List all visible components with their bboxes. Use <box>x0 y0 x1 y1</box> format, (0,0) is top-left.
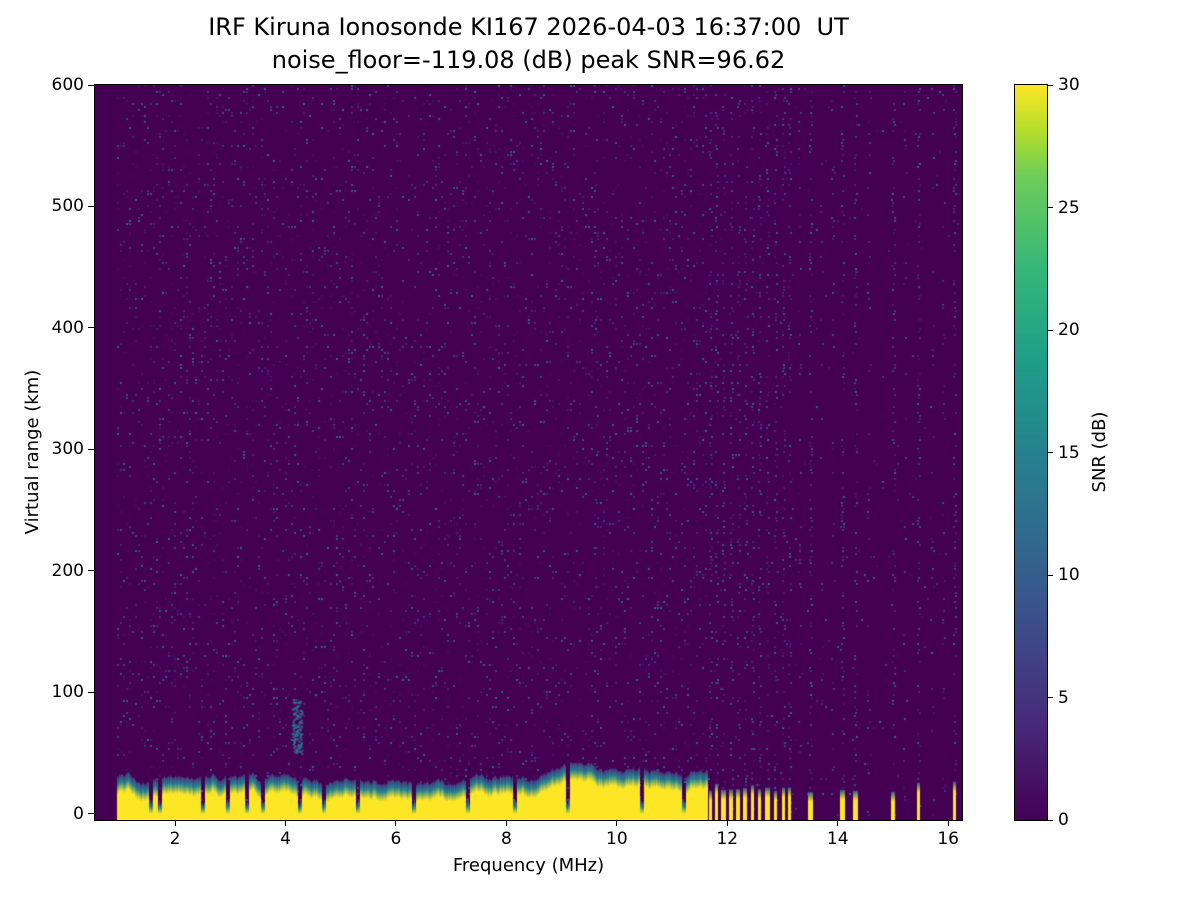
colorbar-tick-mark <box>1048 207 1053 208</box>
y-tick-label: 400 <box>51 317 84 338</box>
x-tick-label: 14 <box>826 829 849 849</box>
x-tick-mark <box>947 821 949 826</box>
colorbar-tick-label: 5 <box>1058 687 1069 708</box>
x-tick-label: 16 <box>937 829 959 849</box>
colorbar-tick-mark <box>1048 329 1053 331</box>
heatmap-plot-area <box>94 84 963 821</box>
colorbar-tick-label: 25 <box>1058 197 1080 218</box>
y-tick-mark <box>88 570 94 572</box>
y-tick-label: 300 <box>51 439 84 460</box>
x-tick-label: 12 <box>716 829 739 849</box>
y-tick-label: 0 <box>73 803 84 824</box>
colorbar-tick-mark <box>1048 697 1053 698</box>
colorbar-tick-mark <box>1048 84 1053 86</box>
y-tick-label: 500 <box>51 196 84 217</box>
y-tick-mark <box>88 691 94 693</box>
y-tick-mark <box>88 327 94 329</box>
x-tick-label: 4 <box>280 829 291 849</box>
x-tick-mark <box>505 821 507 826</box>
x-tick-mark <box>395 821 397 826</box>
y-tick-label: 200 <box>51 560 84 581</box>
x-tick-mark <box>837 821 839 826</box>
y-tick-mark <box>88 448 94 450</box>
chart-subtitle: noise_floor=-119.08 (dB) peak SNR=96.62 <box>271 46 786 74</box>
colorbar-tick-label: 15 <box>1058 442 1080 463</box>
ionogram-heatmap-canvas <box>95 85 962 820</box>
colorbar-gradient <box>1015 85 1047 820</box>
x-tick-label: 8 <box>500 829 512 849</box>
chart-title: IRF Kiruna Ionosonde KI167 2026-04-03 16… <box>208 13 849 41</box>
colorbar-tick-label: 30 <box>1058 75 1080 95</box>
x-tick-mark <box>174 821 176 826</box>
x-tick-mark <box>285 821 287 826</box>
colorbar-tick-mark <box>1048 574 1053 576</box>
y-tick-mark <box>88 813 94 815</box>
colorbar <box>1014 84 1048 821</box>
x-tick-mark <box>616 821 618 826</box>
y-tick-mark <box>88 205 94 207</box>
x-tick-label: 10 <box>606 829 628 849</box>
x-tick-label: 6 <box>390 829 402 849</box>
x-axis-label: Frequency (MHz) <box>452 855 605 876</box>
y-tick-label: 100 <box>51 682 84 703</box>
colorbar-tick-label: 0 <box>1058 810 1069 830</box>
colorbar-tick-label: 10 <box>1058 565 1080 585</box>
x-tick-mark <box>726 821 728 826</box>
colorbar-tick-mark <box>1048 452 1053 453</box>
y-tick-label: 600 <box>51 75 84 95</box>
colorbar-tick-mark <box>1048 819 1053 821</box>
colorbar-tick-label: 20 <box>1058 320 1080 340</box>
x-tick-label: 2 <box>169 829 181 849</box>
y-tick-mark <box>88 84 94 86</box>
